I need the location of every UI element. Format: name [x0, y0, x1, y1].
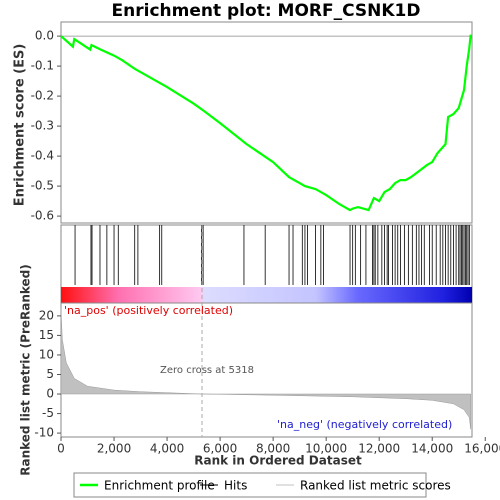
legend — [73, 472, 427, 498]
x-tick-label: 12,000 — [358, 442, 400, 456]
y-tick-label: -10 — [34, 426, 54, 440]
y-tick-label: -0.3 — [31, 119, 54, 133]
y-axis-title: Enrichment score (ES) — [13, 44, 28, 207]
y-tick-label: 10 — [39, 347, 54, 361]
y-tick-label: 5 — [46, 367, 54, 381]
y-tick-label: -0.1 — [31, 59, 54, 73]
legend-label: Hits — [224, 479, 247, 493]
y-tick-label: -0.2 — [31, 89, 54, 103]
neg-label: 'na_neg' (negatively correlated) — [277, 418, 452, 431]
y-tick-label: -0.4 — [31, 149, 54, 163]
x-tick-label: 8,000 — [256, 442, 290, 456]
plot-frame — [60, 302, 473, 438]
x-tick-label: 14,000 — [411, 442, 453, 456]
x-tick-label: 6,000 — [203, 442, 237, 456]
y-tick-label: -0.5 — [31, 179, 54, 193]
y-tick-label: 0 — [46, 387, 54, 401]
x-tick-label: 10,000 — [305, 442, 347, 456]
pos-label: 'na_pos' (positively correlated) — [64, 304, 233, 317]
y-tick-label: 15 — [39, 328, 54, 342]
x-tick-label: 0 — [57, 442, 65, 456]
y-axis-title: Ranked list metric (PreRanked) — [19, 264, 33, 476]
x-tick-label: 4,000 — [150, 442, 184, 456]
zero-cross-label: Zero cross at 5318 — [160, 365, 254, 376]
x-axis-title: Rank in Ordered Dataset — [194, 454, 362, 468]
plot-frame — [60, 21, 473, 224]
x-tick-label: 16,000 — [464, 442, 500, 456]
y-tick-label: 20 — [39, 308, 54, 322]
y-tick-label: -0.6 — [31, 209, 54, 223]
es-line — [60, 34, 472, 212]
y-tick-label: 0.0 — [35, 29, 54, 43]
legend-label: Enrichment profile — [104, 479, 215, 493]
rank-color-bar — [61, 287, 472, 303]
chart-title: Enrichment plot: MORF_CSNK1D — [112, 1, 421, 21]
y-tick-label: -5 — [42, 406, 54, 420]
metric-area — [60, 308, 471, 430]
legend-label: Ranked list metric scores — [300, 479, 451, 493]
x-tick-label: 2,000 — [97, 442, 131, 456]
